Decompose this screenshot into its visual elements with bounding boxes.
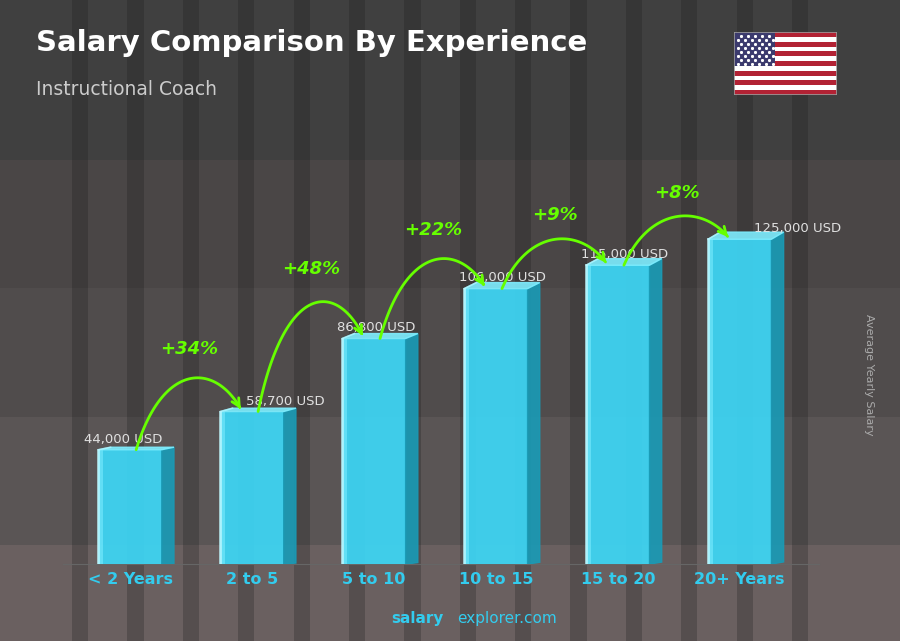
Bar — [734, 42, 837, 47]
Polygon shape — [708, 232, 784, 239]
Bar — [734, 85, 837, 90]
Polygon shape — [220, 408, 296, 412]
Text: 44,000 USD: 44,000 USD — [84, 433, 162, 446]
Polygon shape — [527, 283, 540, 564]
Bar — [734, 47, 837, 51]
Bar — [734, 32, 837, 37]
Bar — [342, 338, 347, 564]
Polygon shape — [162, 447, 174, 564]
Bar — [734, 61, 837, 66]
Text: +9%: +9% — [532, 206, 578, 224]
Bar — [734, 71, 837, 76]
Text: salary: salary — [392, 611, 444, 626]
Text: +22%: +22% — [404, 221, 462, 239]
Bar — [708, 239, 713, 564]
Bar — [464, 288, 527, 564]
Bar — [734, 80, 837, 85]
Bar — [98, 450, 104, 564]
Text: 106,000 USD: 106,000 USD — [459, 271, 546, 284]
Polygon shape — [464, 283, 540, 288]
Bar — [734, 66, 837, 71]
Text: Salary Comparison By Experience: Salary Comparison By Experience — [36, 29, 587, 57]
Bar — [734, 51, 837, 56]
Bar — [98, 450, 162, 564]
Bar — [734, 32, 775, 66]
Text: 125,000 USD: 125,000 USD — [754, 222, 842, 235]
Text: +8%: +8% — [654, 183, 700, 201]
Bar — [734, 56, 837, 61]
Bar — [734, 76, 837, 80]
Polygon shape — [650, 259, 662, 564]
Bar — [734, 37, 837, 42]
Polygon shape — [342, 333, 418, 338]
Text: Instructional Coach: Instructional Coach — [36, 80, 217, 99]
Bar — [734, 90, 837, 95]
Text: 86,800 USD: 86,800 USD — [338, 321, 416, 334]
Bar — [708, 239, 771, 564]
Polygon shape — [771, 232, 784, 564]
Polygon shape — [284, 408, 296, 564]
Text: +48%: +48% — [282, 260, 340, 278]
Text: Average Yearly Salary: Average Yearly Salary — [863, 314, 874, 436]
Text: 58,700 USD: 58,700 USD — [246, 395, 325, 408]
Polygon shape — [586, 259, 662, 265]
Text: explorer.com: explorer.com — [457, 611, 557, 626]
Bar — [586, 265, 650, 564]
Bar — [586, 265, 591, 564]
Polygon shape — [98, 447, 174, 450]
Text: 115,000 USD: 115,000 USD — [581, 247, 669, 261]
Bar — [220, 412, 225, 564]
Polygon shape — [406, 333, 418, 564]
Bar — [220, 412, 284, 564]
Text: +34%: +34% — [160, 340, 219, 358]
Bar — [464, 288, 469, 564]
Bar — [342, 338, 406, 564]
